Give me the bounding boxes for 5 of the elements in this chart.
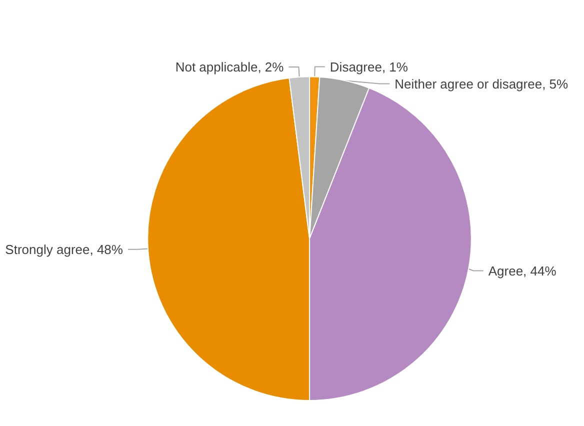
- slice-label: Neither agree or disagree, 5%: [394, 76, 569, 92]
- slice-label: Strongly agree, 48%: [5, 242, 124, 257]
- slice-label: Disagree, 1%: [330, 59, 408, 74]
- slice-label: Agree, 44%: [488, 263, 557, 278]
- slice-label: Not applicable, 2%: [175, 60, 284, 75]
